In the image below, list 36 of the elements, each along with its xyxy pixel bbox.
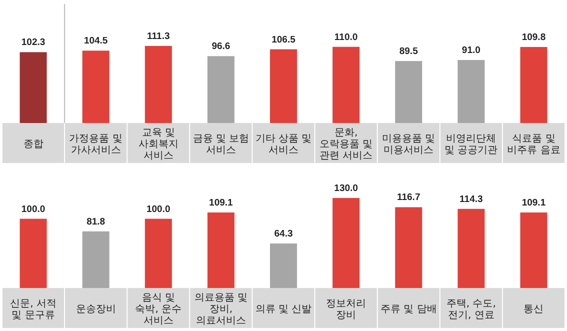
data-label: 91.0 xyxy=(462,45,480,56)
x-tick-label: 의료용품 및 장비, 의료서비스 xyxy=(194,292,248,326)
x-tick-label: 기타 상품 및 서비스 xyxy=(255,133,312,156)
x-tick-label: 가정용품 및 가사서비스 xyxy=(69,133,122,156)
data-label: 89.5 xyxy=(399,46,419,58)
data-label: 106.5 xyxy=(272,34,296,46)
data-label: 96.6 xyxy=(212,41,230,52)
x-tick-label: 통신 xyxy=(524,304,544,315)
x-tick-label: 교육 및 사회복지 서비스 xyxy=(138,128,178,162)
data-label: 100.0 xyxy=(21,204,46,215)
data-label: 81.8 xyxy=(86,216,106,228)
x-tick-label: 종합 xyxy=(23,139,44,150)
data-label: 116.7 xyxy=(396,192,420,204)
x-tick-label: 미용용품 및 미용서비스 xyxy=(382,133,436,156)
x-tick-label: 문화, 오락용품 및 관련 서비스 xyxy=(319,128,373,162)
data-label: 130.0 xyxy=(334,183,358,194)
x-tick-label: 주류 및 담배 xyxy=(380,304,437,315)
x-tick-label: 식료품 및 비주류 음료 xyxy=(507,133,560,156)
x-tick-label: 음식 및 숙박, 운수 서비스 xyxy=(135,292,182,326)
data-label: 110.0 xyxy=(334,32,358,43)
data-label: 64.3 xyxy=(274,228,293,240)
x-tick-label: 정보처리 장비 xyxy=(326,298,366,321)
data-label: 100.0 xyxy=(146,204,170,215)
x-tick-label: 금융 및 보험 서비스 xyxy=(192,133,250,156)
data-label: 102.3 xyxy=(21,37,46,48)
x-tick-label: 주택, 수도, 전기, 연료 xyxy=(446,298,496,321)
data-label: 114.3 xyxy=(460,194,483,205)
x-tick-label: 운송장비 xyxy=(76,304,116,315)
data-label: 109.8 xyxy=(522,32,546,43)
data-label: 109.1 xyxy=(522,197,546,208)
data-label: 111.3 xyxy=(147,30,170,42)
data-label: 109.1 xyxy=(209,197,234,208)
x-tick-label: 비영리단체 및 공공기관 xyxy=(444,133,498,156)
x-tick-label: 신문, 서적 및 문구류 xyxy=(10,298,56,321)
data-label: 104.5 xyxy=(84,36,108,47)
x-tick-label: 의류 및 신발 xyxy=(255,304,312,315)
